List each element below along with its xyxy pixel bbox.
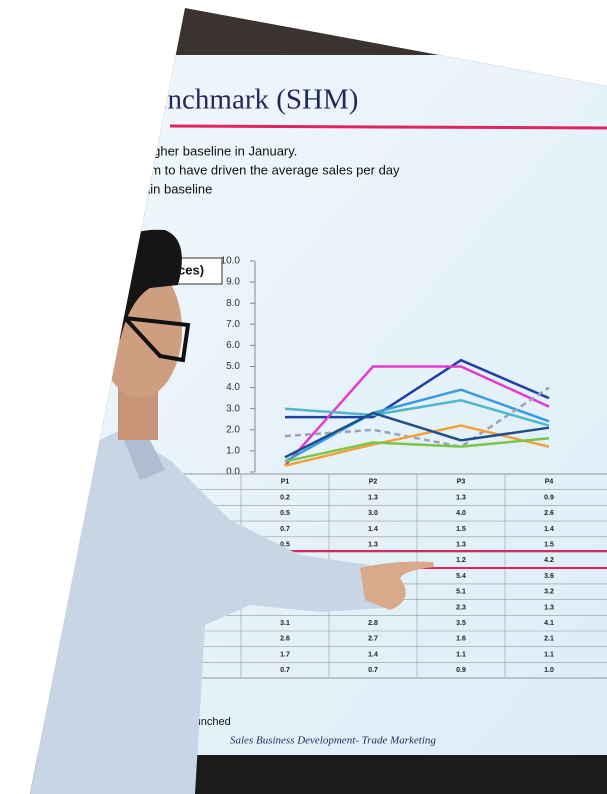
table-cell: 1.3 [456, 494, 466, 501]
y-tick-label: 2.0 [226, 424, 240, 435]
photo: t Benchmark (SHM) higher baseline in Jan… [0, 0, 607, 794]
table-cell: 1.0 [544, 667, 554, 674]
y-tick-label: 7.0 [226, 319, 240, 330]
table-cell: 2.6 [280, 636, 290, 643]
table-cell: 3.2 [544, 589, 554, 596]
y-tick-label: 5.0 [226, 361, 240, 372]
photo-frame: t Benchmark (SHM) higher baseline in Jan… [0, 0, 607, 794]
table-cell: 3.6 [544, 573, 554, 580]
footer: Sales Business Development- Trade Market… [230, 735, 436, 747]
table-cell: 1.5 [456, 526, 466, 533]
table-cell: 2.3 [456, 604, 466, 611]
table-cell: 0.2 [280, 494, 290, 501]
y-tick-label: 0.0 [226, 467, 240, 478]
table-cell: 1.2 [456, 557, 466, 564]
table-cell: 3.1 [280, 620, 290, 627]
table-cell: 0.7 [368, 667, 378, 674]
table-cell: 0.7 [280, 667, 290, 674]
column-header: P2 [369, 479, 378, 486]
bullet: higher baseline in January. [143, 143, 297, 158]
table-cell: 1.3 [544, 604, 554, 611]
table-cell: 1.3 [456, 541, 466, 548]
y-tick-label: 4.0 [226, 382, 240, 393]
table-cell: 5.1 [456, 589, 466, 596]
table-cell: 1.4 [544, 526, 554, 533]
title-rule [170, 126, 607, 128]
y-tick-label: 3.0 [226, 403, 240, 414]
y-tick-label: 8.0 [226, 298, 240, 309]
y-tick-label: 1.0 [226, 446, 240, 457]
column-header: P1 [281, 479, 290, 486]
y-tick-label: 9.0 [226, 277, 240, 288]
table-cell: 4.2 [544, 557, 554, 564]
table-cell: 0.5 [280, 510, 290, 517]
bullet: em to have driven the average sales per … [143, 162, 400, 177]
table-cell: 1.5 [544, 541, 554, 548]
table-cell: 1.4 [368, 651, 378, 658]
table-cell: 1.1 [544, 651, 554, 658]
table-cell: 0.7 [280, 526, 290, 533]
table-cell: 1.3 [368, 541, 378, 548]
page: { "slide": { "title": "t Benchmark (SHM)… [0, 0, 607, 794]
table-cell: 0.9 [544, 494, 554, 501]
slide-title: t Benchmark (SHM) [120, 84, 358, 116]
table-cell: 1.6 [456, 636, 466, 643]
table-cell: 1.7 [280, 651, 290, 658]
table-cell: 4.1 [544, 620, 554, 627]
table-cell: 1.1 [456, 651, 466, 658]
column-header: P4 [545, 479, 554, 486]
table-cell: 1.3 [368, 494, 378, 501]
column-header: P3 [457, 479, 466, 486]
table-cell: 4.0 [456, 510, 466, 517]
table-cell: 2.1 [544, 636, 554, 643]
table-cell: 2.6 [544, 510, 554, 517]
y-tick-label: 6.0 [226, 340, 240, 351]
table-cell: 3.0 [368, 510, 378, 517]
table-cell: 5.4 [456, 573, 466, 580]
y-tick-label: 10.0 [221, 256, 241, 267]
table-cell: 1.4 [368, 526, 378, 533]
axis-title: ces) [178, 262, 204, 277]
table-cell: 3.5 [456, 620, 466, 627]
table-cell: 2.8 [368, 620, 378, 627]
table-cell: 2.7 [368, 636, 378, 643]
bullet: ain baseline [143, 181, 212, 196]
table-cell: 0.9 [456, 667, 466, 674]
